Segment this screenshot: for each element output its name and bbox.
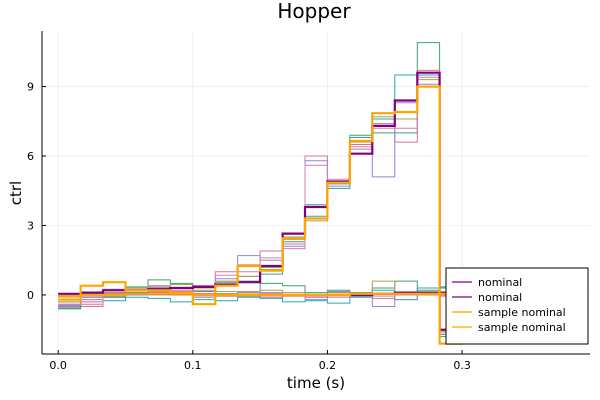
y-tick-label: 0	[27, 289, 34, 302]
y-ticks: 0 3 6 9	[27, 81, 46, 302]
axes	[41, 31, 590, 355]
x-tick-label: 0.2	[319, 359, 337, 372]
x-axis-title: time (s)	[287, 374, 345, 392]
legend-label: sample nominal	[478, 306, 566, 319]
legend: nominal nominal sample nominal sample nomin…	[445, 267, 589, 345]
y-tick-label: 9	[27, 81, 34, 94]
x-tick-label: 0.3	[453, 359, 471, 372]
series-line	[58, 292, 463, 298]
legend-label: nominal	[478, 276, 522, 289]
series-line	[58, 85, 463, 345]
x-tick-label: 0.1	[184, 359, 202, 372]
legend-box	[445, 267, 589, 345]
chart-title: Hopper	[277, 0, 351, 23]
series-layer	[58, 42, 463, 345]
x-tick-label: 0.0	[49, 359, 67, 372]
x-ticks: 0.0 0.1 0.2 0.3	[49, 350, 471, 372]
legend-label: sample nominal	[478, 321, 566, 334]
y-axis-title: ctrl	[7, 181, 25, 205]
legend-label: nominal	[478, 291, 522, 304]
y-tick-label: 6	[27, 150, 34, 163]
y-tick-label: 3	[27, 219, 34, 232]
